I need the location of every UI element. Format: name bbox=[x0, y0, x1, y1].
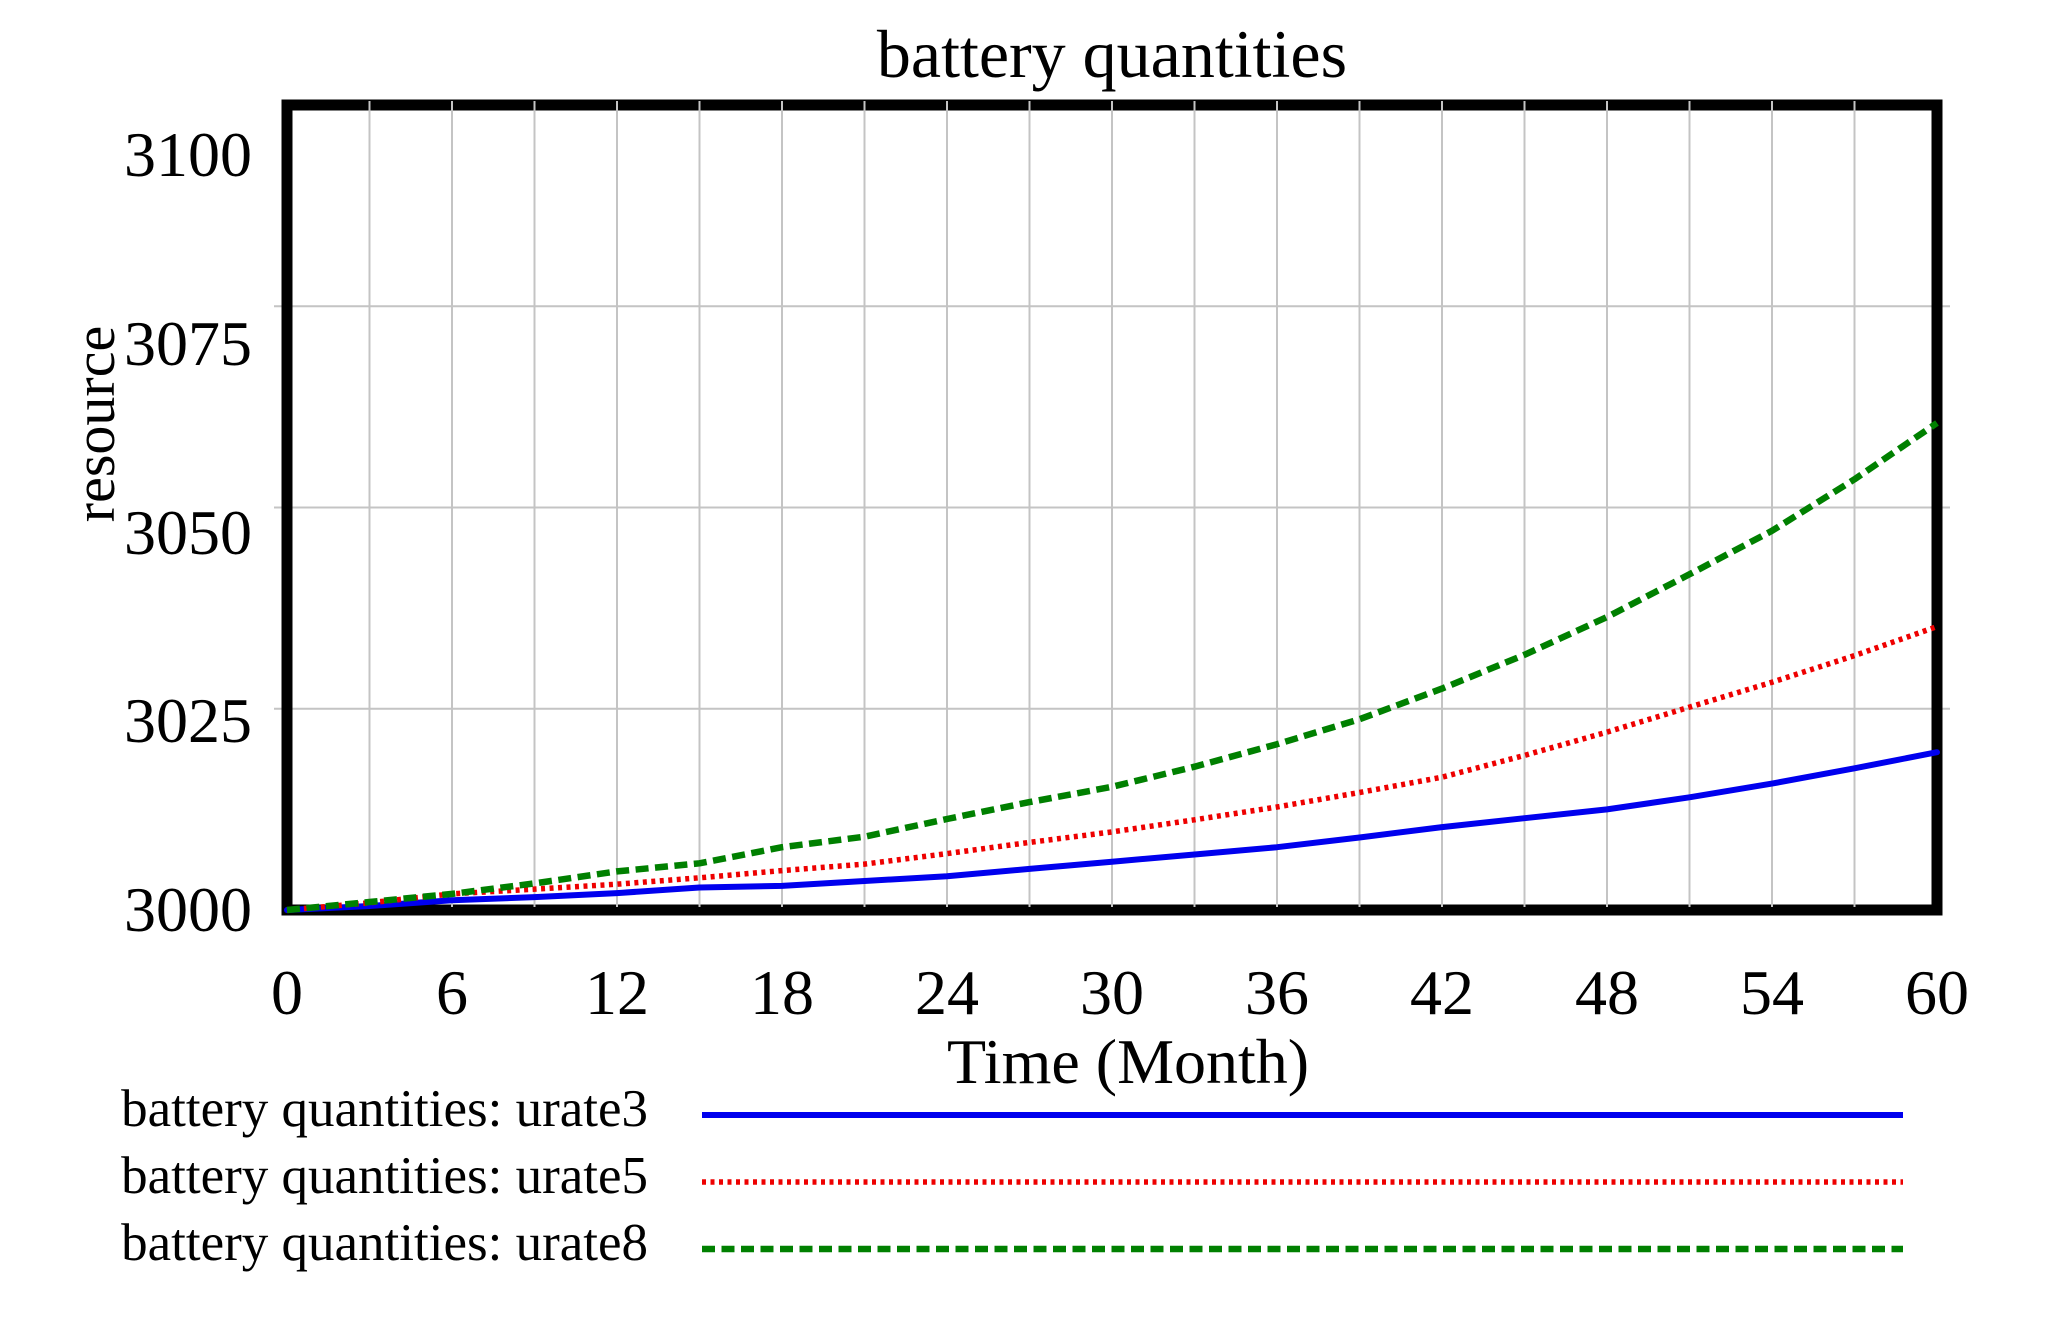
x-tick-label: 6 bbox=[436, 957, 468, 1028]
y-tick-label: 3050 bbox=[124, 496, 252, 568]
legend-label-urate5: battery quantities: urate5 bbox=[121, 1147, 648, 1205]
x-tick-label: 18 bbox=[750, 957, 814, 1028]
x-tick-label: 24 bbox=[915, 957, 979, 1028]
x-tick-label: 54 bbox=[1740, 957, 1804, 1028]
legend-label-urate8: battery quantities: urate8 bbox=[121, 1214, 648, 1272]
x-tick-label: 12 bbox=[585, 957, 649, 1028]
vertical-gridlines bbox=[368, 101, 1856, 907]
y-tick-label: 3000 bbox=[124, 874, 252, 945]
series-line-urate3 bbox=[284, 749, 1940, 913]
x-tick-label: 36 bbox=[1245, 957, 1309, 1028]
x-tick-label: 30 bbox=[1080, 957, 1144, 1028]
series-line-urate8 bbox=[286, 420, 1939, 914]
series-line-urate5 bbox=[286, 624, 1938, 913]
chart-title: battery quantities bbox=[876, 16, 1348, 92]
y-axis-title: resource bbox=[62, 325, 127, 523]
x-axis-title: Time (Month) bbox=[946, 1026, 1310, 1097]
x-tick-label: 42 bbox=[1410, 957, 1474, 1028]
legend-label-urate3: battery quantities: urate3 bbox=[121, 1080, 648, 1138]
y-tick-label: 3075 bbox=[124, 307, 252, 379]
x-tick-label: 60 bbox=[1905, 957, 1969, 1028]
y-tick-label: 3100 bbox=[124, 119, 252, 190]
x-tick-label: 0 bbox=[271, 957, 303, 1028]
x-tick-label: 48 bbox=[1575, 957, 1639, 1028]
y-tick-label: 3025 bbox=[124, 685, 252, 757]
